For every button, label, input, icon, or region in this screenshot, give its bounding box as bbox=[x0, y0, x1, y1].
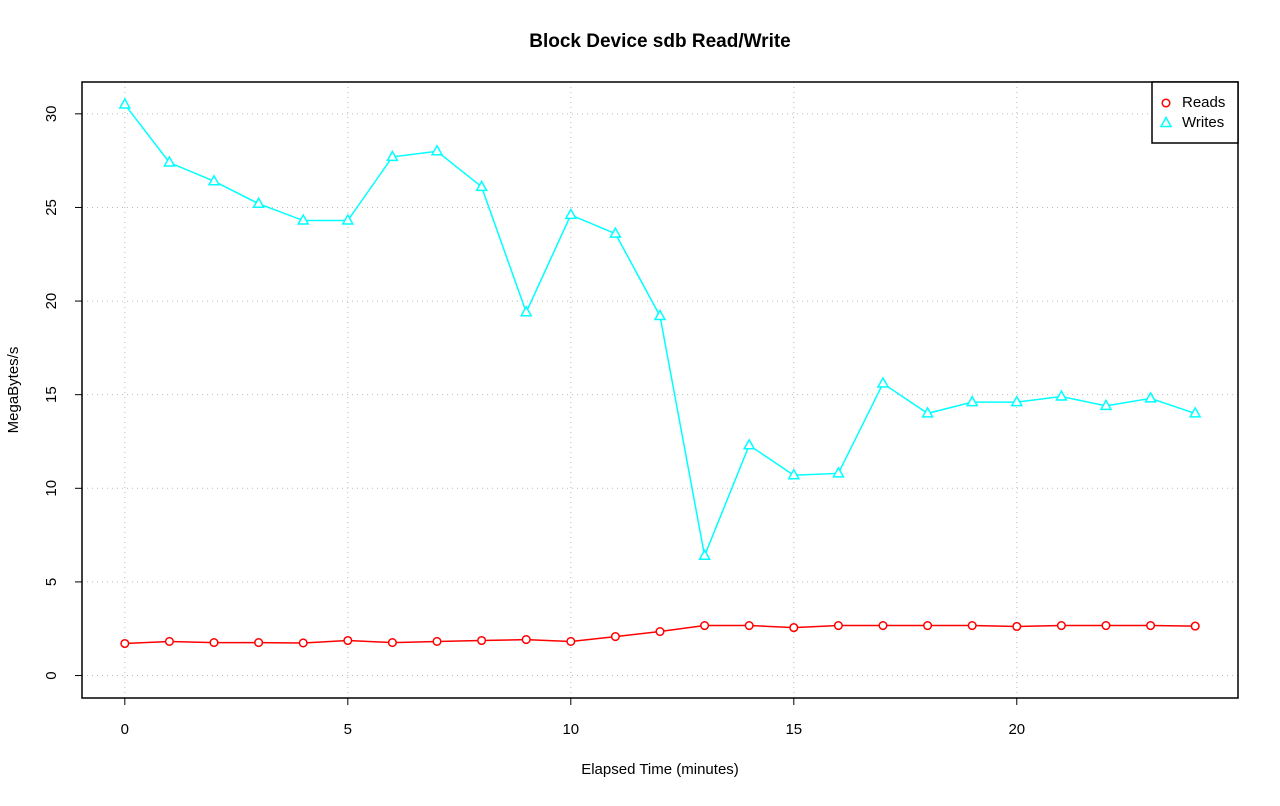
point bbox=[477, 635, 487, 646]
point bbox=[878, 620, 888, 631]
point bbox=[207, 174, 221, 186]
point bbox=[967, 620, 977, 631]
point bbox=[1012, 621, 1022, 632]
point bbox=[921, 406, 934, 418]
point bbox=[789, 623, 799, 633]
point bbox=[1055, 389, 1068, 401]
y-tick-label: 20 bbox=[43, 293, 60, 310]
point bbox=[700, 620, 710, 631]
point bbox=[163, 155, 176, 167]
point bbox=[519, 305, 533, 317]
x-axis-title: Elapsed Time (minutes) bbox=[581, 761, 739, 778]
point bbox=[655, 626, 665, 637]
point bbox=[1188, 406, 1202, 418]
point bbox=[653, 308, 667, 321]
legend-marker bbox=[1159, 115, 1173, 128]
point bbox=[1099, 398, 1113, 411]
point bbox=[787, 468, 801, 480]
point bbox=[609, 226, 622, 238]
point bbox=[832, 466, 845, 478]
legend-box bbox=[1151, 81, 1239, 144]
point bbox=[298, 638, 308, 648]
point bbox=[566, 636, 576, 647]
point bbox=[521, 635, 531, 645]
point bbox=[1010, 395, 1024, 407]
point bbox=[209, 638, 219, 648]
x-tick-label: 5 bbox=[344, 721, 352, 738]
point bbox=[1101, 620, 1111, 631]
point bbox=[254, 638, 264, 648]
point bbox=[1146, 620, 1156, 631]
point bbox=[252, 196, 265, 208]
point bbox=[1144, 391, 1157, 403]
point bbox=[742, 438, 756, 450]
point bbox=[120, 638, 130, 649]
point bbox=[432, 636, 442, 647]
y-tick-label: 5 bbox=[43, 578, 60, 586]
point bbox=[164, 636, 174, 647]
point bbox=[386, 149, 399, 162]
point bbox=[296, 213, 310, 225]
legend-label: Writes bbox=[1182, 114, 1224, 131]
point bbox=[610, 632, 620, 642]
y-tick-label: 10 bbox=[43, 480, 60, 497]
point bbox=[341, 213, 355, 225]
point bbox=[744, 620, 754, 631]
x-tick-label: 10 bbox=[562, 721, 579, 738]
chart-title: Block Device sdb Read/Write bbox=[529, 31, 791, 52]
point bbox=[1056, 620, 1066, 631]
point bbox=[387, 638, 397, 648]
y-tick-label: 15 bbox=[43, 386, 60, 403]
plot-frame bbox=[81, 81, 1239, 699]
y-tick-label: 30 bbox=[43, 105, 60, 122]
y-tick-label: 25 bbox=[43, 199, 60, 216]
legend-marker bbox=[1161, 98, 1171, 108]
point bbox=[965, 395, 979, 407]
y-tick-label: 0 bbox=[43, 671, 60, 679]
point bbox=[430, 144, 444, 156]
legend-label: Reads bbox=[1182, 94, 1225, 111]
x-tick-label: 20 bbox=[1008, 721, 1025, 738]
x-tick-label: 15 bbox=[785, 721, 802, 738]
point bbox=[923, 620, 933, 631]
point bbox=[564, 207, 578, 220]
point bbox=[833, 620, 843, 631]
point bbox=[475, 179, 488, 192]
series-line bbox=[124, 104, 1196, 559]
point bbox=[118, 97, 132, 109]
point bbox=[343, 635, 353, 646]
point bbox=[876, 376, 890, 388]
x-tick-label: 0 bbox=[121, 721, 129, 738]
point bbox=[1190, 621, 1200, 631]
y-axis-title: MegaBytes/s bbox=[5, 347, 22, 434]
point bbox=[698, 548, 711, 560]
